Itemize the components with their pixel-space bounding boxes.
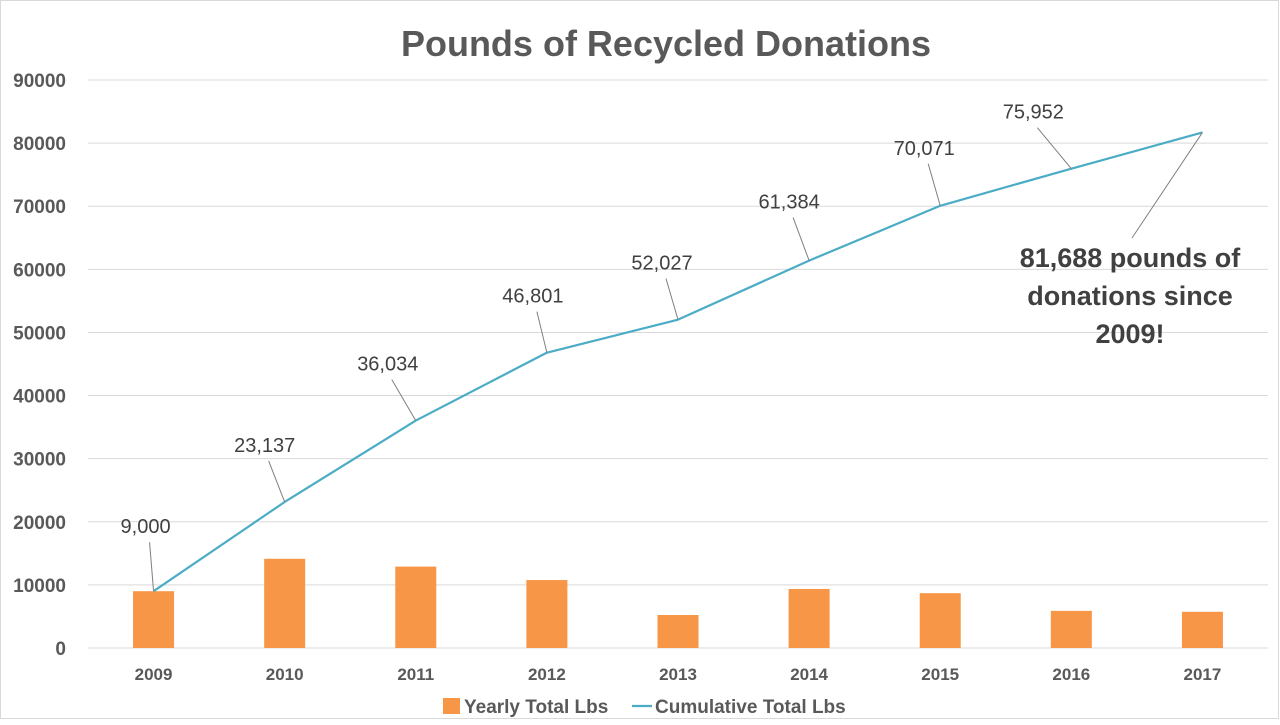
bar [657,615,699,648]
data-label: 75,952 [1003,102,1064,124]
y-tick-label: 40000 [13,387,66,408]
y-tick-label: 0 [55,639,66,660]
bar [919,593,961,648]
data-label-leader [665,278,679,320]
y-tick-label: 70000 [13,197,66,218]
data-label-leader [536,311,548,353]
legend-swatch-yearly [443,698,460,714]
bar [264,558,306,648]
x-tick-label: 2016 [1052,665,1090,684]
x-tick-label: 2015 [921,665,959,684]
annotation-text: 81,688 pounds of [1020,243,1242,273]
x-tick-label: 2013 [659,665,697,684]
y-tick-label: 30000 [13,450,66,471]
data-label: 46,801 [502,286,563,308]
x-tick-label: 2010 [266,665,304,684]
data-label: 23,137 [234,435,295,457]
data-label-leader [391,379,417,421]
y-tick-label: 20000 [13,513,66,534]
x-tick-label: 2012 [528,665,566,684]
bar [1050,610,1092,648]
legend-label-cumulative: Cumulative Total Lbs [655,697,846,718]
annotation-text: donations since [1027,281,1233,311]
y-tick-label: 50000 [13,323,66,344]
x-tick-label: 2014 [790,665,828,684]
bar [526,580,568,648]
data-label: 61,384 [759,192,820,214]
x-tick-label: 2017 [1184,665,1222,684]
x-tick-label: 2011 [397,665,434,684]
annotation-text: 2009! [1095,319,1164,349]
bar [788,588,830,648]
x-tick-label: 2009 [135,665,173,684]
legend-label-yearly: Yearly Total Lbs [464,697,608,718]
data-label: 36,034 [357,354,418,376]
data-label-leader [792,217,810,261]
data-label-leader [268,460,286,503]
y-tick-label: 10000 [13,576,66,597]
data-label: 9,000 [121,516,171,538]
data-label: 52,027 [631,253,692,275]
chart-title: Pounds of Recycled Donations [401,23,931,64]
data-label-leader [1036,127,1072,169]
y-tick-label: 60000 [13,260,66,281]
y-tick-label: 80000 [13,134,66,155]
y-tick-label: 90000 [13,71,66,92]
data-label: 70,071 [894,138,955,160]
data-label-leader [149,542,155,592]
annotation-leader [1131,132,1203,239]
data-label-leader [927,163,941,206]
bar [1181,611,1223,648]
bar [395,566,437,648]
line-series [152,131,1203,593]
bar [133,591,175,648]
